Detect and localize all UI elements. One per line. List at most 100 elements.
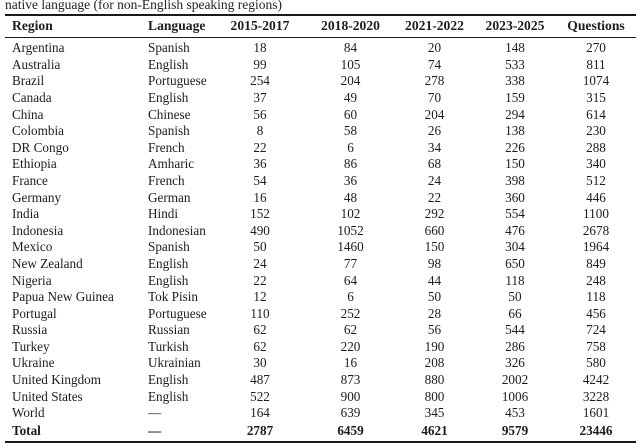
table-cell: 294 — [505, 106, 525, 122]
table-cell: Spanish — [148, 40, 190, 56]
table-cell: 28 — [427, 305, 442, 321]
table-cell: English — [148, 388, 189, 404]
table-cell: 62 — [253, 322, 267, 338]
table-cell: 23446 — [579, 422, 613, 438]
table-cell: 873 — [340, 372, 361, 388]
column-header-region: Region — [12, 18, 53, 34]
table-cell: 758 — [586, 338, 606, 354]
table-cell: 270 — [586, 40, 606, 56]
table-cell: 1601 — [582, 405, 610, 421]
table-cell: — — [148, 405, 162, 421]
table-cell: 20 — [427, 40, 442, 56]
table-cell: 150 — [424, 239, 445, 255]
column-header-2015-2017: 2015-2017 — [230, 18, 290, 34]
table-row: Turkey Turkish 62 220 190 286 758 — [5, 338, 636, 355]
table-cell: 56 — [427, 322, 442, 338]
table-cell: Germany — [12, 189, 62, 205]
table-row: Papua New Guinea Tok Pisin 12 6 50 50 118 — [5, 288, 636, 305]
table-row: Australia English 99 105 74 533 811 — [5, 56, 636, 73]
table-cell: 660 — [424, 222, 445, 238]
table-cell: Spanish — [148, 123, 190, 139]
table-row: Canada English 37 49 70 159 315 — [5, 89, 636, 106]
table-cell: Portugal — [12, 305, 57, 321]
table-cell: Indonesia — [12, 222, 64, 238]
table-cell: China — [12, 106, 44, 122]
table-cell: 340 — [586, 156, 606, 172]
table-cell: 86 — [343, 156, 358, 172]
regions-questions-table: Region Language 2015-2017 2018-2020 2021-202… — [5, 14, 636, 443]
table-cell: 190 — [424, 338, 445, 354]
table-cell: 74 — [427, 56, 442, 72]
table-cell: 56 — [253, 106, 267, 122]
table-cell: English — [148, 56, 189, 72]
table-cell: 150 — [505, 156, 525, 172]
table-cell: Australia — [12, 56, 61, 72]
table-cell: 152 — [250, 206, 270, 222]
table-cell: 304 — [505, 239, 525, 255]
table-cell: 639 — [340, 405, 361, 421]
table-cell: 1100 — [583, 206, 609, 222]
table-cell: Total — [12, 422, 41, 438]
table-row: New Zealand English 24 77 98 650 849 — [5, 255, 636, 272]
table-cell: French — [148, 139, 185, 155]
table-row: Colombia Spanish 8 58 26 138 230 — [5, 122, 636, 139]
column-header-2018-2020: 2018-2020 — [321, 18, 380, 34]
column-header-language: Language — [148, 18, 206, 34]
table-cell: 1006 — [501, 388, 529, 404]
caption-fragment: native language (for non-English speakin… — [5, 0, 283, 12]
table-cell: Canada — [12, 89, 52, 105]
table-cell: Nigeria — [12, 272, 52, 288]
header-row: Region Language 2015-2017 2018-2020 2021-202… — [5, 15, 636, 37]
table-cell: 220 — [340, 338, 361, 354]
table-cell: 614 — [586, 106, 606, 122]
table-cell: 164 — [250, 405, 270, 421]
table-row: China Chinese 56 60 204 294 614 — [5, 106, 636, 123]
table-cell: Russia — [12, 322, 48, 338]
table-cell: New Zealand — [12, 255, 83, 271]
column-header-questions: Questions — [567, 18, 625, 34]
table-cell: 522 — [250, 388, 270, 404]
table-cell: 44 — [427, 272, 442, 288]
table-cell: 16 — [253, 189, 267, 205]
table-cell: 288 — [586, 139, 606, 155]
table-cell: 50 — [253, 239, 267, 255]
table-cell: 533 — [505, 56, 525, 72]
table-cell: 1460 — [337, 239, 364, 255]
table-cell: 99 — [253, 56, 267, 72]
table-cell: English — [148, 255, 189, 271]
table-row: United Kingdom English 487 873 880 2002 4242 — [5, 371, 636, 388]
table-row: DR Congo French 22 6 34 226 288 — [5, 139, 636, 156]
column-header-2023-2025: 2023-2025 — [485, 18, 545, 34]
table-cell: 18 — [253, 40, 267, 56]
table-cell: 60 — [343, 106, 358, 122]
table-cell: 118 — [505, 272, 525, 288]
table-cell: Ukrainian — [148, 355, 201, 371]
table-cell: 26 — [427, 123, 442, 139]
table-cell: Ethiopia — [12, 156, 57, 172]
table-row: Indonesia Indonesian 490 1052 660 476 2678 — [5, 222, 636, 239]
table-row: Nigeria English 22 64 44 118 248 — [5, 272, 636, 289]
table-cell: Papua New Guinea — [12, 289, 114, 305]
table-cell: 292 — [424, 206, 445, 222]
table-cell: Spanish — [148, 239, 190, 255]
table-cell: Chinese — [148, 106, 191, 122]
table-cell: 22 — [253, 139, 267, 155]
table-cell: Colombia — [12, 123, 65, 139]
table-cell: 24 — [427, 172, 442, 188]
table-cell: 226 — [505, 139, 525, 155]
table-cell: 476 — [505, 222, 525, 238]
table-cell: 49 — [343, 89, 358, 105]
table-cell: India — [12, 206, 40, 222]
table-row: Germany German 16 48 22 360 446 — [5, 189, 636, 206]
table-cell: English — [148, 272, 189, 288]
table-cell: 36 — [253, 156, 267, 172]
table-cell: 66 — [508, 305, 522, 321]
table-cell: Amharic — [148, 156, 195, 172]
table-cell: 77 — [343, 255, 358, 271]
table-cell: 724 — [586, 322, 606, 338]
table-cell: 900 — [340, 388, 361, 404]
table-row: Mexico Spanish 50 1460 150 304 1964 — [5, 239, 636, 256]
table-cell: 490 — [250, 222, 270, 238]
table-cell: 62 — [253, 338, 267, 354]
table-cell: 50 — [508, 289, 522, 305]
